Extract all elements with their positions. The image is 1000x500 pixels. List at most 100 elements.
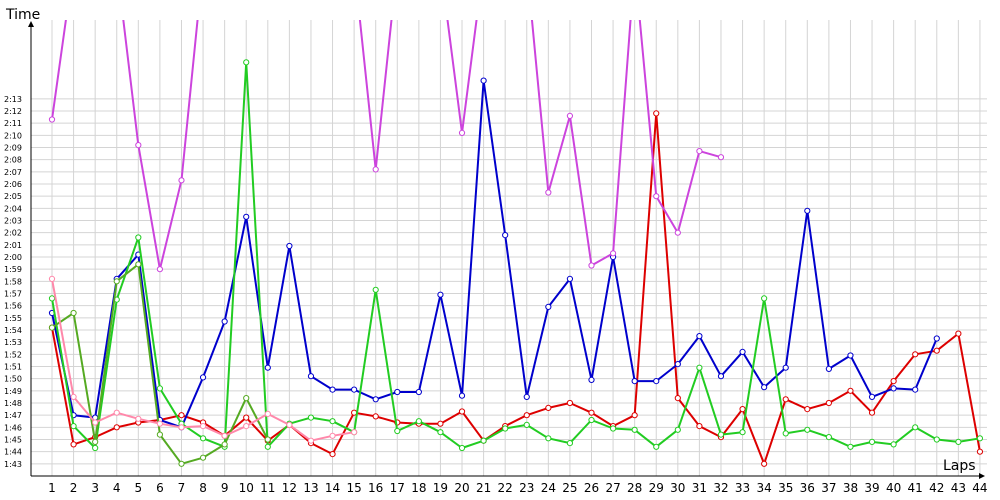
data-point: [329, 386, 336, 393]
x-tick-label: 4: [113, 481, 121, 495]
data-point: [92, 438, 99, 445]
data-point: [243, 395, 250, 402]
y-tick-label: 1:46: [4, 423, 22, 432]
x-tick-label: 40: [886, 481, 901, 495]
data-point: [825, 434, 832, 441]
data-point: [48, 295, 56, 302]
data-point: [717, 431, 725, 438]
data-point: [480, 77, 487, 84]
x-tick-label: 3: [91, 481, 99, 495]
data-point: [761, 460, 768, 467]
data-point: [178, 177, 185, 184]
data-point: [523, 421, 530, 428]
data-point: [588, 409, 595, 416]
y-tick-label: 1:59: [4, 265, 22, 274]
data-point: [458, 408, 466, 415]
data-point: [955, 330, 962, 337]
x-tick-label: 21: [476, 481, 491, 495]
data-point: [674, 426, 681, 433]
series-2: [48, 77, 940, 431]
data-point: [631, 378, 638, 385]
data-point: [502, 425, 509, 432]
x-tick-label: 18: [411, 481, 426, 495]
x-tick-label: 14: [325, 481, 340, 495]
data-point: [394, 388, 401, 396]
data-point: [221, 441, 228, 448]
x-tick-label: 16: [368, 481, 383, 495]
data-point: [264, 443, 271, 450]
data-point: [199, 374, 207, 381]
data-point: [70, 309, 77, 317]
x-tick-label: 9: [221, 481, 229, 495]
x-tick-label: 8: [199, 481, 207, 495]
y-tick-label: 1:50: [4, 375, 22, 384]
data-point: [609, 425, 617, 432]
series-line: [51, 61, 981, 449]
data-point: [739, 348, 746, 355]
x-tick-label: 25: [562, 481, 577, 495]
data-point: [264, 364, 271, 371]
data-point: [199, 435, 207, 442]
data-point: [566, 399, 574, 407]
data-point: [286, 421, 293, 428]
data-point: [243, 213, 250, 220]
data-point: [847, 443, 854, 450]
data-point: [609, 250, 617, 257]
data-point: [199, 423, 207, 430]
x-tick-label: 44: [972, 481, 987, 495]
data-point: [545, 404, 552, 411]
data-point: [415, 388, 422, 396]
data-point: [156, 266, 163, 273]
x-tick-label: 27: [605, 481, 620, 495]
x-tick-label: 32: [713, 481, 728, 495]
data-point: [717, 154, 725, 161]
data-point: [761, 384, 768, 391]
y-tick-label: 2:06: [4, 180, 22, 189]
data-point: [912, 351, 919, 358]
data-point: [782, 430, 789, 437]
data-point: [976, 448, 984, 455]
y-tick-label: 2:08: [4, 156, 22, 165]
data-point: [372, 413, 379, 420]
data-point: [351, 386, 358, 393]
data-point: [307, 373, 315, 380]
data-point: [70, 393, 77, 400]
x-tick-label: 11: [260, 481, 275, 495]
data-point: [502, 232, 509, 239]
x-axis-title: Laps: [943, 458, 976, 474]
data-point: [653, 110, 660, 117]
data-point: [199, 454, 207, 461]
x-tick-label: 24: [541, 481, 556, 495]
data-point: [113, 409, 120, 416]
data-point: [566, 440, 574, 447]
y-tick-label: 2:04: [4, 204, 22, 213]
data-point: [458, 392, 466, 399]
x-tick-label: 7: [178, 481, 186, 495]
data-point: [329, 451, 336, 458]
y-tick-label: 1:53: [4, 338, 22, 347]
data-point: [437, 420, 444, 427]
x-tick-label: 2: [70, 481, 78, 495]
data-point: [523, 393, 530, 400]
data-point: [329, 432, 336, 439]
y-tick-label: 2:07: [4, 168, 22, 177]
y-tick-label: 2:09: [4, 143, 22, 152]
x-tick-label: 41: [908, 481, 923, 495]
data-point: [243, 423, 250, 430]
data-point: [890, 441, 897, 448]
data-point: [588, 376, 595, 383]
data-point: [113, 424, 120, 431]
data-point: [566, 112, 574, 120]
data-point: [696, 333, 703, 340]
x-tick-label: 20: [454, 481, 469, 495]
x-tick-label: 6: [156, 481, 164, 495]
x-tick-label: 36: [800, 481, 815, 495]
x-tick-label: 31: [692, 481, 707, 495]
data-point: [264, 410, 271, 417]
y-tick-label: 1:45: [4, 435, 22, 444]
axes: Time Laps: [5, 7, 985, 479]
data-point: [933, 347, 940, 354]
data-point: [782, 364, 789, 371]
data-point: [394, 427, 401, 435]
data-point: [717, 373, 725, 380]
